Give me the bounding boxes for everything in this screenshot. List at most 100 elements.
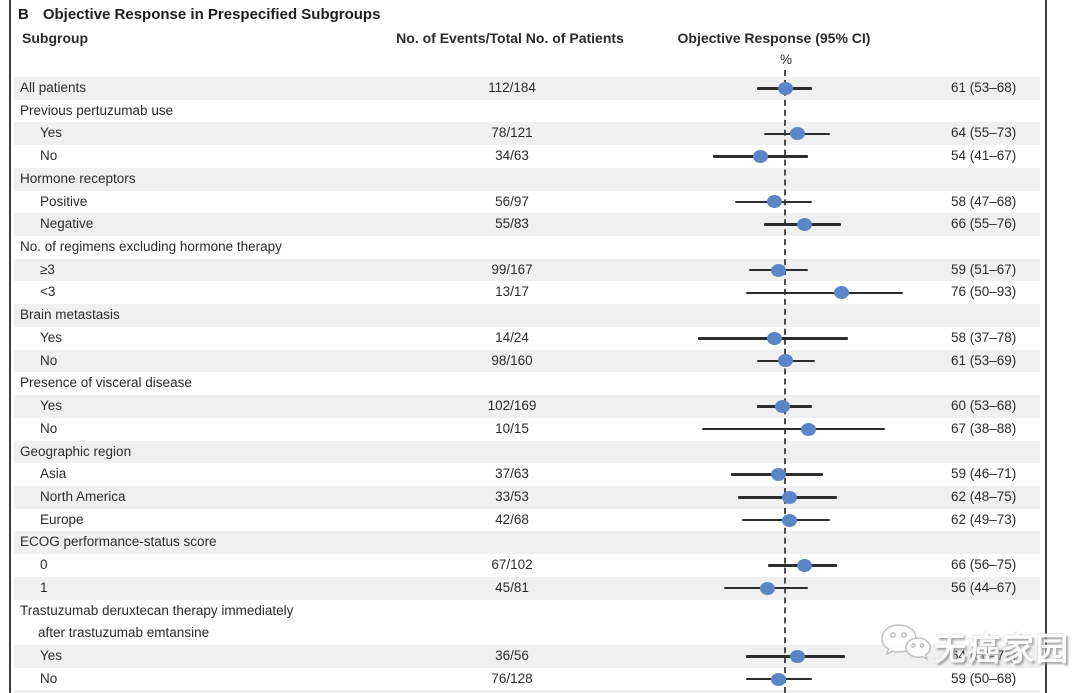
subgroup-header-row: after trastuzumab emtansine: [0, 622, 1080, 645]
subgroup-label: Yes: [40, 648, 63, 663]
subgroup-label: 1: [40, 579, 48, 595]
subgroup-label: <3: [40, 284, 56, 300]
point-estimate-dot: [789, 127, 805, 141]
subgroup-header-row: Geographic region: [0, 441, 1080, 464]
response-ci-value: 62 (49–73): [951, 511, 1017, 527]
response-ci-value: 56 (44–67): [951, 579, 1017, 595]
row-shading-band: [14, 485, 1040, 509]
subgroup-data-row: No 10/15 67 (38–88): [0, 418, 1080, 441]
subgroup-label: Trastuzumab deruxtecan therapy immediate…: [20, 602, 294, 618]
subgroup-label: North America: [40, 488, 126, 504]
subgroup-data-row: <3 13/17 76 (50–93): [0, 281, 1080, 304]
events-total-value: 98/160: [491, 352, 533, 368]
subgroup-data-row: No 98/160 61 (53–69): [0, 350, 1080, 373]
point-estimate-dot: [774, 399, 790, 413]
watermark-text: 无癌家园: [934, 631, 1071, 667]
subgroup-label: ≥3: [40, 261, 55, 277]
events-total-value: 13/17: [495, 284, 529, 300]
response-ci-value: 64 (50–77): [951, 648, 1017, 663]
response-ci-value: 61 (53–69): [951, 352, 1017, 368]
point-estimate-dot: [796, 558, 812, 572]
subgroup-label: 0: [40, 557, 48, 573]
subgroup-label: No: [40, 670, 58, 686]
response-ci-value: 62 (48–75): [951, 488, 1017, 504]
subgroup-data-row: Yes 78/121 64 (55–73): [0, 122, 1080, 145]
wechat-icon: [881, 624, 932, 661]
confidence-interval-line: [701, 427, 886, 431]
subgroup-header-row: ECOG performance-status score: [0, 531, 1080, 554]
subgroup-data-row: No 76/128 59 (50–68): [0, 668, 1080, 691]
events-total-value: 99/167: [491, 261, 533, 277]
events-total-value: 102/169: [487, 398, 537, 414]
events-total-value: 34/63: [495, 148, 529, 164]
events-total-value: 45/81: [495, 579, 529, 595]
events-total-value: 36/56: [495, 648, 529, 663]
point-estimate-dot: [778, 81, 794, 95]
events-total-value: 14/24: [495, 329, 529, 345]
events-total-value: 76/128: [491, 670, 533, 686]
column-header-events: No. of Events/Total No. of Patients: [396, 30, 624, 46]
subgroup-header-row: Previous pertuzumab use: [0, 100, 1080, 123]
percent-axis-label: %: [779, 52, 792, 67]
events-total-value: 37/63: [495, 466, 529, 482]
column-header-subgroup: Subgroup: [22, 30, 89, 46]
subgroup-data-row: Yes 14/24 58 (37–78): [0, 327, 1080, 350]
point-estimate-dot: [833, 286, 849, 300]
row-shading-band: [14, 122, 1040, 146]
events-total-value: 78/121: [491, 125, 533, 141]
point-estimate-dot: [752, 150, 768, 164]
point-estimate-dot: [796, 218, 812, 232]
subgroup-label: Brain metastasis: [20, 307, 120, 323]
events-total-value: 10/15: [495, 420, 529, 436]
subgroup-label: Previous pertuzumab use: [20, 102, 174, 118]
events-total-value: 55/83: [495, 216, 529, 232]
subgroup-label: Geographic region: [20, 443, 132, 459]
events-total-value: 33/53: [495, 488, 529, 504]
subgroup-data-row: Europe 42/68 62 (49–73): [0, 509, 1080, 532]
point-estimate-dot: [771, 263, 787, 277]
figure-right-border: [1045, 0, 1047, 693]
subgroup-label: Yes: [40, 329, 63, 345]
panel-title: B Objective Response in Prespecified Subg…: [18, 6, 380, 23]
subgroup-label: All patients: [20, 80, 87, 95]
subgroup-data-row: All patients 112/184 61 (53–68): [0, 77, 1080, 100]
point-estimate-dot: [778, 354, 794, 368]
response-ci-value: 64 (55–73): [951, 125, 1017, 141]
subgroup-data-row: No 34/63 54 (41–67): [0, 145, 1080, 168]
response-ci-value: 67 (38–88): [951, 420, 1017, 436]
row-shading-band: [14, 645, 1040, 668]
subgroup-label: Yes: [40, 125, 63, 141]
row-shading-band: [14, 213, 1040, 237]
subgroup-header-row: Brain metastasis: [0, 304, 1080, 327]
response-ci-value: 61 (53–68): [951, 80, 1017, 95]
watermark: 无癌家园: [876, 616, 1068, 672]
point-estimate-dot: [782, 513, 798, 527]
response-ci-value: 60 (53–68): [951, 398, 1017, 414]
subgroup-data-row: Yes 36/56 64 (50–77): [0, 645, 1080, 668]
events-total-value: 42/68: [495, 511, 529, 527]
reference-dashed-line: [784, 70, 786, 693]
point-estimate-dot: [782, 490, 798, 504]
panel-letter: B: [18, 6, 29, 23]
response-ci-value: 54 (41–67): [951, 148, 1017, 164]
figure-left-border: [9, 0, 11, 693]
subgroup-label: Europe: [40, 511, 84, 527]
subgroup-header-row: No. of regimens excluding hormone therap…: [0, 236, 1080, 259]
subgroup-data-row: Positive 56/97 58 (47–68): [0, 191, 1080, 214]
subgroup-header-row: Hormone receptors: [0, 168, 1080, 191]
subgroup-data-row: 0 67/102 66 (56–75): [0, 554, 1080, 577]
subgroup-header-row: Trastuzumab deruxtecan therapy immediate…: [0, 600, 1080, 623]
subgroup-header-row: Presence of visceral disease: [0, 372, 1080, 395]
events-total-value: 112/184: [488, 80, 536, 95]
subgroup-label: Positive: [40, 193, 88, 209]
subgroup-label: No: [40, 420, 58, 436]
subgroup-label: Hormone receptors: [20, 170, 136, 186]
confidence-interval-line: [745, 291, 904, 295]
response-ci-value: 58 (37–78): [951, 329, 1017, 345]
subgroup-label: Presence of visceral disease: [20, 375, 192, 391]
row-shading-band: [14, 258, 1040, 282]
point-estimate-dot: [767, 195, 783, 209]
response-ci-value: 76 (50–93): [951, 284, 1017, 300]
response-ci-value: 59 (46–71): [951, 466, 1017, 482]
